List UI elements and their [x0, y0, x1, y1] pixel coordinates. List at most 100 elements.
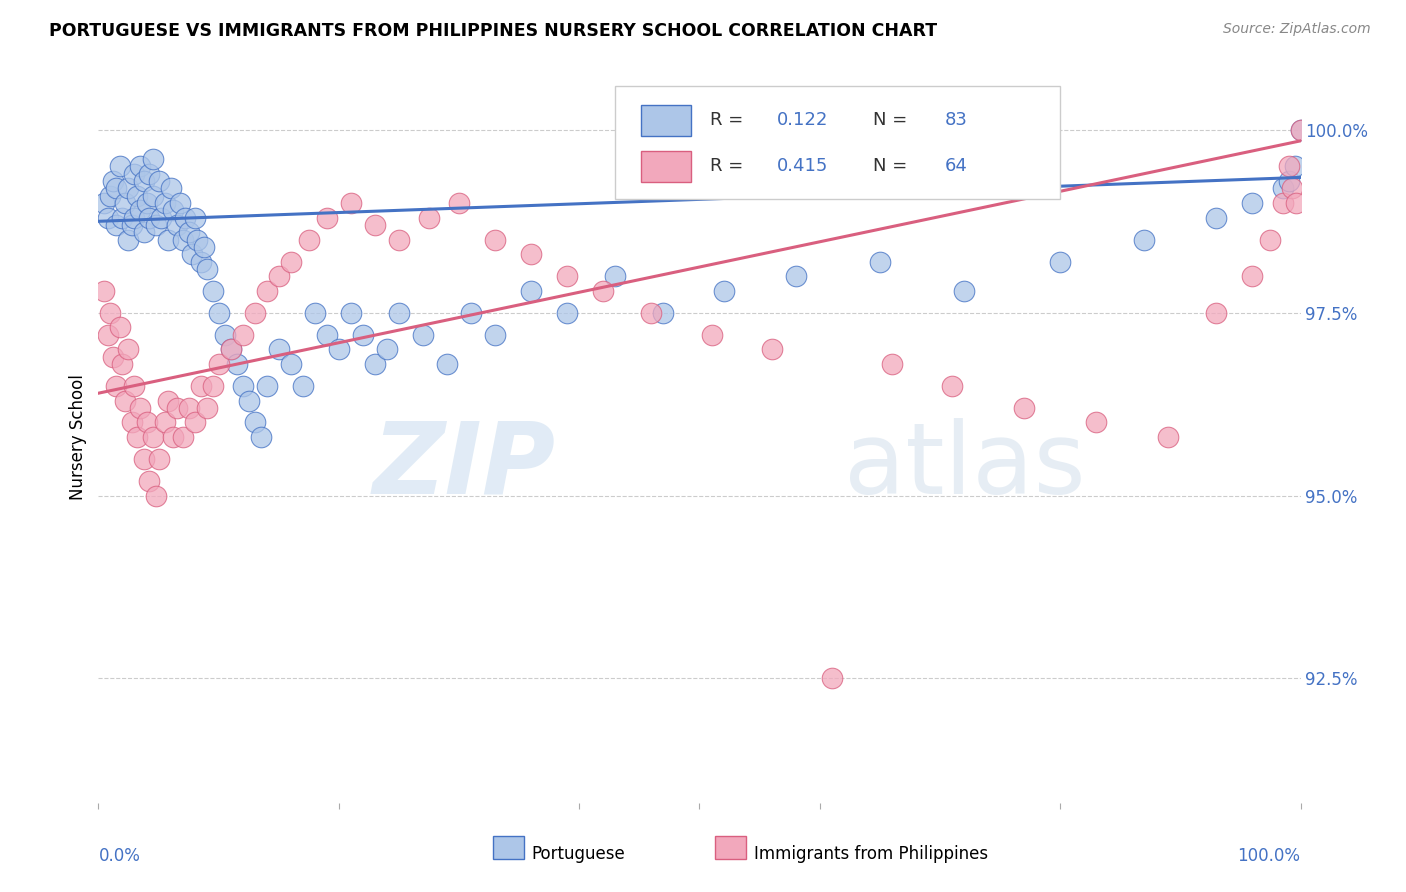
Point	[190, 254, 212, 268]
Point	[304, 306, 326, 320]
Point	[484, 233, 506, 247]
Point	[520, 284, 543, 298]
Point	[364, 218, 387, 232]
Text: N =: N =	[873, 158, 912, 176]
Point	[153, 196, 176, 211]
Point	[148, 452, 170, 467]
Point	[953, 284, 976, 298]
Point	[238, 393, 260, 408]
Point	[145, 218, 167, 232]
Point	[256, 284, 278, 298]
Point	[436, 357, 458, 371]
Point	[114, 196, 136, 211]
Point	[232, 327, 254, 342]
Point	[157, 393, 180, 408]
Point	[172, 233, 194, 247]
Point	[1285, 196, 1308, 211]
Point	[101, 350, 124, 364]
Point	[135, 196, 157, 211]
Point	[129, 401, 152, 415]
Point	[135, 416, 157, 430]
Point	[315, 327, 337, 342]
Point	[785, 269, 807, 284]
Text: Source: ZipAtlas.com: Source: ZipAtlas.com	[1223, 22, 1371, 37]
Point	[1281, 181, 1303, 195]
Point	[520, 247, 543, 261]
FancyBboxPatch shape	[492, 836, 524, 859]
Point	[125, 430, 148, 444]
Point	[460, 306, 482, 320]
Point	[138, 167, 160, 181]
Text: R =: R =	[710, 158, 749, 176]
Point	[1205, 211, 1227, 225]
Point	[340, 306, 363, 320]
Point	[592, 284, 614, 298]
Point	[364, 357, 387, 371]
Point	[129, 203, 152, 218]
Point	[412, 327, 434, 342]
Point	[1289, 123, 1312, 137]
Point	[280, 254, 302, 268]
Point	[159, 181, 181, 195]
Point	[232, 379, 254, 393]
FancyBboxPatch shape	[616, 86, 1060, 200]
Text: Immigrants from Philippines: Immigrants from Philippines	[754, 846, 987, 863]
Point	[941, 379, 963, 393]
Point	[166, 401, 188, 415]
Point	[193, 240, 215, 254]
Point	[208, 357, 231, 371]
Point	[328, 343, 350, 357]
Point	[121, 218, 143, 232]
Point	[100, 306, 122, 320]
Point	[201, 379, 224, 393]
Point	[1271, 196, 1294, 211]
Point	[108, 160, 131, 174]
Point	[1260, 233, 1282, 247]
Point	[93, 196, 115, 211]
Point	[256, 379, 278, 393]
Point	[267, 269, 290, 284]
Point	[555, 306, 578, 320]
FancyBboxPatch shape	[641, 105, 692, 136]
Point	[484, 327, 506, 342]
Point	[291, 379, 314, 393]
Point	[1012, 401, 1035, 415]
Point	[111, 357, 134, 371]
FancyBboxPatch shape	[716, 836, 747, 859]
Point	[114, 393, 136, 408]
Point	[267, 343, 290, 357]
Point	[100, 188, 122, 202]
Point	[1289, 123, 1312, 137]
Point	[124, 379, 146, 393]
Point	[190, 379, 212, 393]
Point	[243, 306, 266, 320]
Point	[652, 306, 675, 320]
Point	[93, 284, 115, 298]
Point	[195, 261, 218, 276]
Point	[249, 430, 271, 444]
Point	[125, 188, 148, 202]
Point	[243, 416, 266, 430]
Point	[375, 343, 398, 357]
Point	[1271, 181, 1294, 195]
Point	[1241, 269, 1264, 284]
Point	[117, 343, 139, 357]
Point	[186, 233, 208, 247]
Point	[141, 430, 163, 444]
Point	[280, 357, 302, 371]
Point	[166, 218, 188, 232]
Point	[177, 401, 200, 415]
Point	[129, 160, 152, 174]
Point	[605, 269, 627, 284]
Point	[149, 211, 172, 225]
Y-axis label: Nursery School: Nursery School	[69, 374, 87, 500]
Point	[124, 167, 146, 181]
Point	[225, 357, 247, 371]
Point	[162, 430, 184, 444]
Point	[148, 174, 170, 188]
Text: 64: 64	[945, 158, 967, 176]
Point	[138, 474, 160, 488]
Point	[132, 452, 155, 467]
Point	[138, 211, 160, 225]
Text: PORTUGUESE VS IMMIGRANTS FROM PHILIPPINES NURSERY SCHOOL CORRELATION CHART: PORTUGUESE VS IMMIGRANTS FROM PHILIPPINE…	[49, 22, 938, 40]
